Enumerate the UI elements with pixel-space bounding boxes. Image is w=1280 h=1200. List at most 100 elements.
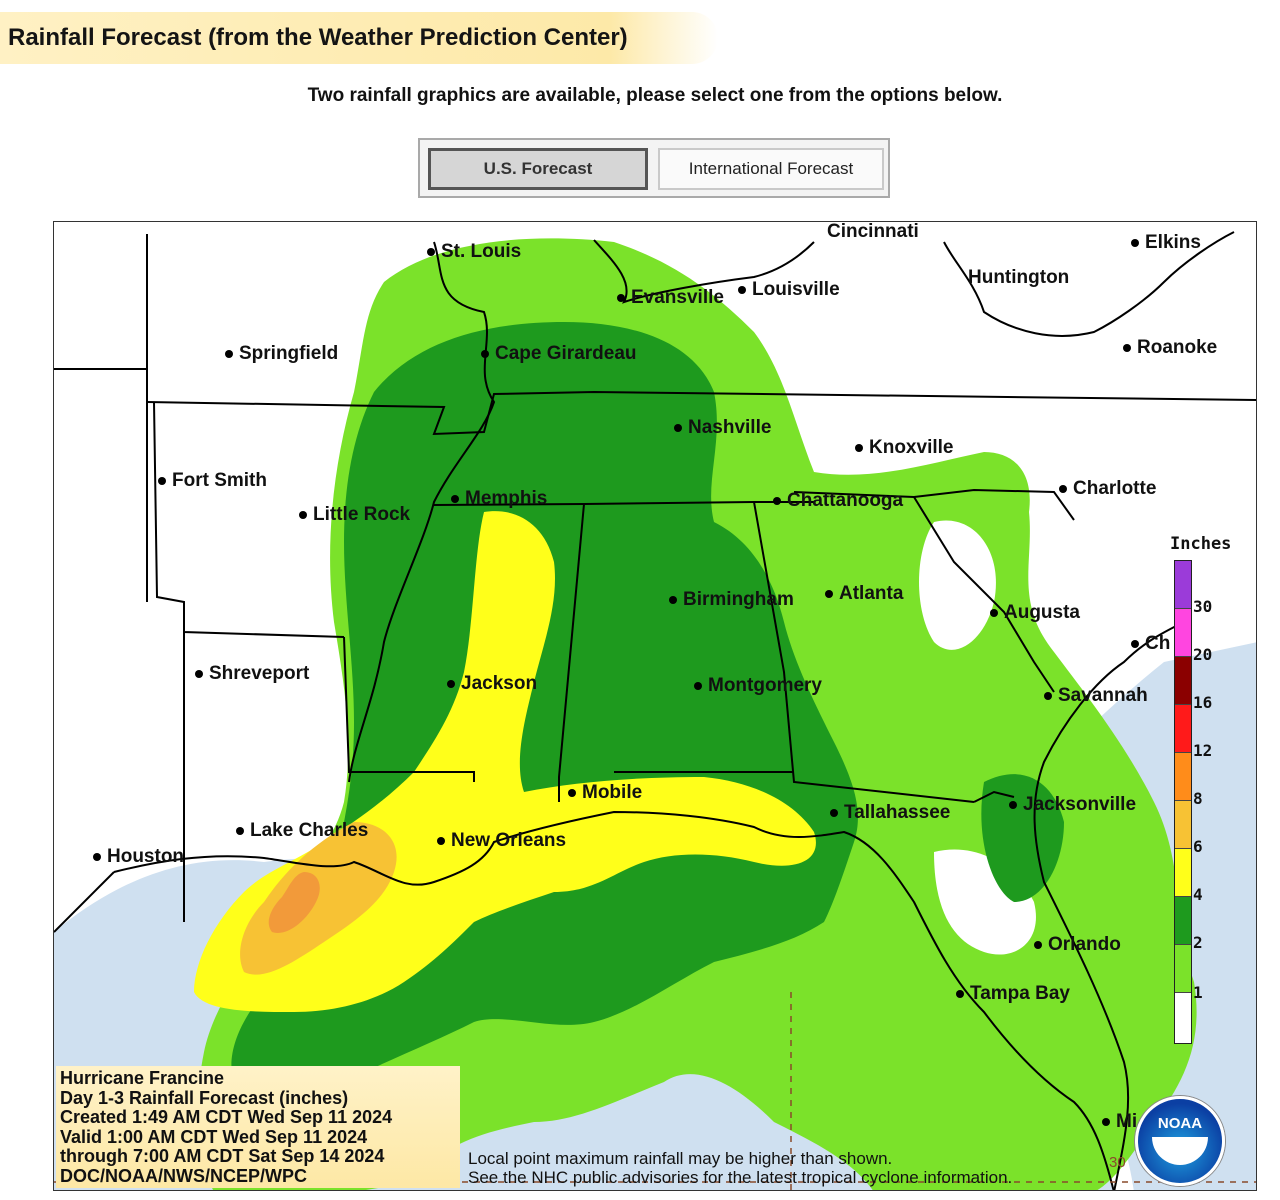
city-label: Knoxville <box>869 437 954 458</box>
city-jackson: Jackson <box>447 674 537 694</box>
legend-swatch <box>1175 945 1191 993</box>
city-marker <box>738 285 746 294</box>
city-label: Huntington <box>968 267 1070 288</box>
legend-tick-1: 1 <box>1193 983 1203 1002</box>
city-label: Savannah <box>1058 685 1148 706</box>
legend-swatch <box>1175 657 1191 705</box>
city-houston: Houston <box>93 847 184 867</box>
city-label: Tampa Bay <box>970 983 1070 1004</box>
note-local-max: Local point maximum rainfall may be high… <box>468 1149 893 1168</box>
noaa-logo: NOAA <box>1135 1096 1225 1186</box>
city-marker <box>669 595 677 604</box>
page-subtitle: Two rainfall graphics are available, ple… <box>307 85 1003 106</box>
legend-tick-6: 6 <box>1193 837 1203 856</box>
legend-tick-30: 30 <box>1193 597 1213 616</box>
city-louisville: Louisville <box>738 280 840 300</box>
city-marker <box>481 349 489 358</box>
city-label: Cape Girardeau <box>495 343 637 364</box>
city-label: Louisville <box>752 279 840 300</box>
city-mobile: Mobile <box>568 783 642 803</box>
city-miami-partial: Mi <box>1102 1112 1137 1132</box>
info-created: Created 1:49 AM CDT Wed Sep 11 2024 <box>60 1107 393 1128</box>
city-montgomery: Montgomery <box>694 676 822 696</box>
city-tallahassee: Tallahassee <box>830 803 950 823</box>
city-atlanta: Atlanta <box>825 584 903 604</box>
tab-international-forecast[interactable]: International Forecast <box>658 148 884 190</box>
city-marker <box>299 510 307 519</box>
city-memphis: Memphis <box>451 489 547 509</box>
city-marker <box>225 349 233 358</box>
city-label: Shreveport <box>209 663 310 684</box>
city-marker <box>158 476 166 485</box>
forecast-info-box: Hurricane Francine Day 1-3 Rainfall Fore… <box>56 1066 460 1188</box>
city-marker <box>1131 639 1139 648</box>
city-marker <box>674 423 682 432</box>
legend-tick-20: 20 <box>1193 645 1213 664</box>
title-highlight <box>0 12 718 64</box>
city-label: Evansville <box>631 287 724 308</box>
city-huntington: Huntington <box>968 268 1069 288</box>
city-label: Mi <box>1116 1111 1138 1132</box>
note-nhc-advisories: See the NHC public advisories for the la… <box>468 1167 1013 1187</box>
city-savannah: Savannah <box>1044 686 1148 706</box>
city-springfield: Springfield <box>225 344 338 364</box>
city-marker <box>1102 1117 1110 1126</box>
city-little-rock: Little Rock <box>299 505 410 525</box>
city-label: Atlanta <box>839 583 904 604</box>
city-label: Elkins <box>1145 232 1201 253</box>
city-label: Orlando <box>1048 934 1121 955</box>
city-marker <box>855 443 863 452</box>
info-storm-name: Hurricane Francine <box>60 1068 225 1088</box>
city-label: Roanoke <box>1137 337 1218 358</box>
city-marker <box>1044 691 1052 700</box>
rainfall-map: 30 St. Louis Evansville Louisville Cinci… <box>53 221 1257 1191</box>
legend-swatch <box>1175 609 1191 657</box>
legend-swatch <box>1175 993 1191 1043</box>
city-label: Nashville <box>688 417 772 438</box>
city-nashville: Nashville <box>674 418 771 438</box>
city-label: Lake Charles <box>250 820 369 841</box>
city-label: Birmingham <box>683 589 794 610</box>
city-orlando: Orlando <box>1034 935 1121 955</box>
info-source: DOC/NOAA/NWS/NCEP/WPC <box>60 1165 307 1186</box>
city-label: Houston <box>107 846 185 867</box>
legend-swatch <box>1175 801 1191 849</box>
legend-title: Inches <box>1170 534 1232 554</box>
rain-6in <box>240 822 397 975</box>
city-label: Chattanooga <box>787 490 904 511</box>
rain-gap-georgia <box>919 520 996 650</box>
city-label: Jackson <box>461 673 538 694</box>
rain-8in <box>268 872 320 933</box>
tab-us-forecast[interactable]: U.S. Forecast <box>428 148 648 190</box>
city-label: Fort Smith <box>172 470 267 491</box>
city-st-louis: St. Louis <box>427 242 521 262</box>
city-marker <box>956 989 964 998</box>
coastline-rivers <box>54 231 1235 1190</box>
city-label: Charlotte <box>1073 478 1157 499</box>
info-valid-end: through 7:00 AM CDT Sat Sep 14 2024 <box>60 1146 385 1167</box>
noaa-logo-text: NOAA <box>1157 1115 1203 1132</box>
city-marker <box>236 826 244 835</box>
city-marker <box>773 496 781 505</box>
graticule <box>54 992 1256 1190</box>
city-chattanooga: Chattanooga <box>773 491 903 511</box>
legend-tick-12: 12 <box>1193 741 1213 760</box>
city-label: Cincinnati <box>827 221 919 242</box>
city-marker <box>830 808 838 817</box>
city-label: Springfield <box>239 343 339 364</box>
city-label: St. Louis <box>441 241 522 262</box>
info-valid-start: Valid 1:00 AM CDT Wed Sep 11 2024 <box>60 1126 368 1147</box>
city-marker <box>990 608 998 617</box>
legend-tick-4: 4 <box>1193 885 1203 904</box>
city-marker <box>617 293 625 302</box>
city-label: Memphis <box>465 488 548 509</box>
latitude-label: 30 <box>1109 1154 1126 1171</box>
city-jacksonville: Jacksonville <box>1009 795 1136 815</box>
city-birmingham: Birmingham <box>669 590 794 610</box>
city-label: Little Rock <box>313 504 411 525</box>
city-marker <box>447 679 455 688</box>
city-lake-charles: Lake Charles <box>236 821 368 841</box>
city-marker <box>427 247 435 256</box>
legend-tick-8: 8 <box>1193 789 1203 808</box>
legend-swatch <box>1175 753 1191 801</box>
